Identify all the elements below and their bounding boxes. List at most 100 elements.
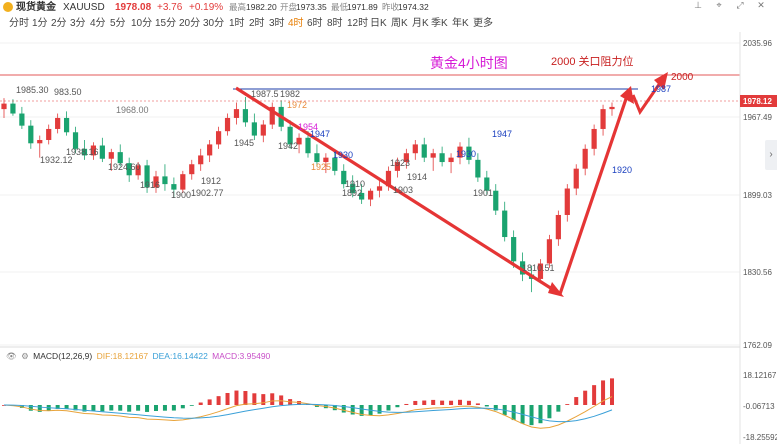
candle-body xyxy=(600,109,606,129)
macd-bar xyxy=(73,405,78,411)
price-annotation: 1916 xyxy=(140,180,160,190)
candle-body xyxy=(332,157,338,171)
tab-2时[interactable]: 2时 xyxy=(249,18,265,29)
tab-季K[interactable]: 季K xyxy=(431,18,448,29)
candle-body xyxy=(546,239,553,264)
price-annotation: 1930 xyxy=(456,149,476,159)
candle-body xyxy=(63,117,70,133)
prev-close-label: 昨收 xyxy=(382,2,400,12)
price-change-pct: +0.19% xyxy=(189,2,224,13)
high-label: 最高 xyxy=(229,2,247,12)
tab-1时[interactable]: 1时 xyxy=(229,18,245,29)
axis-label: 1899.03 xyxy=(743,191,772,200)
trend-arrow-up-head xyxy=(620,86,634,104)
candle-body xyxy=(475,159,481,178)
macd-bar xyxy=(145,405,150,412)
quote-header: 现货黄金 XAUUSD 1978.08 +3.76 +0.19% 最高 1982… xyxy=(0,0,777,15)
candle-body xyxy=(350,184,356,193)
tab-5分[interactable]: 5分 xyxy=(110,18,126,29)
price-annotation: 1985.30 xyxy=(16,85,49,95)
price-annotation: 1930 xyxy=(333,150,353,160)
tab-周K[interactable]: 周K xyxy=(391,18,408,29)
macd-bar xyxy=(431,399,436,405)
macd-dea-line xyxy=(3,403,613,423)
candle-body xyxy=(189,164,195,175)
tab-15分[interactable]: 15分 xyxy=(155,18,177,29)
tab-日K[interactable]: 日K xyxy=(370,18,387,29)
macd-bar xyxy=(538,405,543,424)
open-label: 开盘 xyxy=(280,2,298,12)
candle-body xyxy=(19,113,25,126)
macd-bar xyxy=(100,405,105,412)
tab-更多[interactable]: 更多 xyxy=(473,18,493,29)
crosshair-icon[interactable]: ⌖ xyxy=(716,0,722,10)
candle-body xyxy=(609,106,615,110)
candle-body xyxy=(251,122,257,136)
candle-body xyxy=(582,148,588,169)
price-annotation: 1987.5 xyxy=(251,89,279,99)
tab-3分[interactable]: 3分 xyxy=(70,18,86,29)
candle-body xyxy=(81,148,88,156)
macd-bar xyxy=(28,405,33,411)
eye-icon[interactable]: 👁 xyxy=(6,351,17,361)
tab-12时[interactable]: 12时 xyxy=(347,18,369,29)
current-price-tag: 1978.12 xyxy=(743,97,772,106)
candle-body xyxy=(555,214,561,240)
price-annotation: 983.50 xyxy=(54,87,82,97)
candle-body xyxy=(242,109,249,123)
tab-月K[interactable]: 月K xyxy=(412,18,429,29)
fullscreen-icon[interactable]: ⤢ xyxy=(736,0,744,10)
macd-bar xyxy=(154,405,158,411)
candle-body xyxy=(260,124,266,136)
price-annotation: 1900 xyxy=(171,190,191,200)
tab-30分[interactable]: 30分 xyxy=(203,18,225,29)
macd-header: 👁 ⚙ MACD(12,26,9) DIF:18.12167 DEA:16.14… xyxy=(6,351,272,362)
tab-4时[interactable]: 4时 xyxy=(288,18,304,29)
candle-body xyxy=(207,144,213,156)
tab-6时[interactable]: 6时 xyxy=(307,18,323,29)
trend-arrow-up xyxy=(558,92,630,295)
settings-icon[interactable]: ⚙ xyxy=(21,351,29,361)
instrument-name: 现货黄金 xyxy=(16,2,56,13)
candle-body xyxy=(305,137,311,154)
candle-body xyxy=(162,176,168,185)
high-value: 1982.20 xyxy=(246,2,277,12)
tab-20分[interactable]: 20分 xyxy=(179,18,201,29)
macd-bar xyxy=(449,400,454,405)
tab-3时[interactable]: 3时 xyxy=(269,18,285,29)
candle-body xyxy=(296,137,302,145)
tab-1分[interactable]: 1分 xyxy=(32,18,48,29)
macd-bar xyxy=(359,405,364,416)
candle-body xyxy=(126,163,132,176)
tab-8时[interactable]: 8时 xyxy=(327,18,343,29)
axis-label: 2035.96 xyxy=(743,39,772,48)
tab-10分[interactable]: 10分 xyxy=(131,18,153,29)
candle-body xyxy=(448,157,454,163)
macd-bar xyxy=(198,402,203,405)
tab-分时[interactable]: 分时 xyxy=(9,18,29,29)
close-icon[interactable]: ✕ xyxy=(757,0,765,10)
macd-bar xyxy=(297,401,302,405)
pin-icon[interactable]: ⊥ xyxy=(694,0,702,10)
candle-body xyxy=(457,146,463,158)
candle-body xyxy=(198,155,204,165)
tab-2分[interactable]: 2分 xyxy=(51,18,67,29)
macd-bar xyxy=(592,385,597,405)
tab-年K[interactable]: 年K xyxy=(452,18,469,29)
price-annotation: 1903 xyxy=(393,185,413,195)
price-annotation: 1920 xyxy=(612,165,632,175)
macd-bar xyxy=(529,405,534,426)
macd-bar xyxy=(601,380,606,405)
axis-label: 1762.09 xyxy=(743,341,772,350)
macd-panel xyxy=(2,378,614,429)
candle-body xyxy=(537,263,544,279)
tab-4分[interactable]: 4分 xyxy=(90,18,106,29)
projection-arrow-head xyxy=(654,72,668,90)
price-annotation: 1912 xyxy=(201,176,221,186)
price-annotation: 1924.60 xyxy=(108,162,141,172)
collapse-panel-button[interactable]: › xyxy=(765,140,777,170)
macd-bar xyxy=(189,405,194,406)
candle-body xyxy=(591,128,597,149)
macd-bar xyxy=(484,405,489,407)
